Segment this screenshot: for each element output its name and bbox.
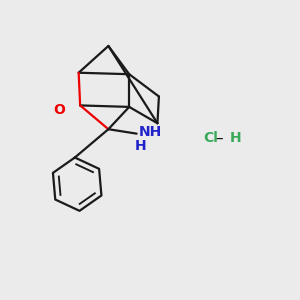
Text: Cl: Cl: [203, 131, 218, 145]
Text: –: –: [215, 130, 223, 146]
Text: NH: NH: [139, 125, 162, 139]
Text: H: H: [230, 131, 242, 145]
Text: O: O: [53, 103, 65, 118]
Text: H: H: [134, 139, 146, 152]
